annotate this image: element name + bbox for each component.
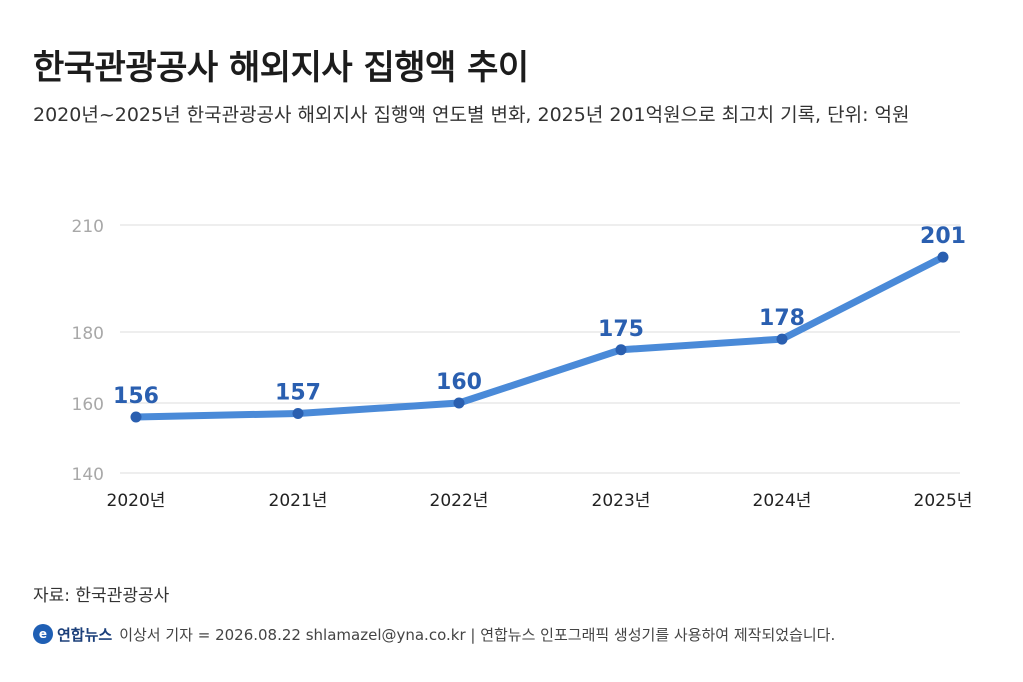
y-tick-label: 160 <box>72 395 104 415</box>
x-tick-label: 2025년 <box>914 491 973 511</box>
data-label: 157 <box>275 381 321 406</box>
data-point <box>453 397 465 409</box>
yonhap-logo-icon: e <box>33 624 53 644</box>
data-points <box>130 251 949 423</box>
chart-title: 한국관광공사 해외지사 집행액 추이 <box>33 48 529 88</box>
credit-text: 이상서 기자 = 2026.08.22 shlamazel@yna.co.kr … <box>119 625 836 644</box>
data-point <box>615 344 627 356</box>
chart-subtitle: 2020년~2025년 한국관광공사 해외지사 집행액 연도별 변화, 2025… <box>33 104 910 126</box>
data-label: 175 <box>598 317 644 342</box>
brand-name: 연합뉴스 <box>57 625 113 644</box>
data-point <box>130 411 142 423</box>
x-tick-label: 2021년 <box>269 491 328 511</box>
data-label: 160 <box>436 370 482 395</box>
data-labels: 156 157 160 175 178 201 <box>113 224 966 409</box>
x-tick-label: 2023년 <box>592 491 651 511</box>
series-line <box>132 253 947 421</box>
source-note: 자료: 한국관광공사 <box>33 586 170 606</box>
footer-credit: e 연합뉴스 이상서 기자 = 2026.08.22 shlamazel@yna… <box>33 622 835 646</box>
data-label: 156 <box>113 384 159 409</box>
grid-lines <box>120 224 960 474</box>
data-label: 178 <box>759 306 805 331</box>
x-tick-label: 2020년 <box>107 491 166 511</box>
y-tick-label: 180 <box>72 324 104 344</box>
x-tick-label: 2024년 <box>753 491 812 511</box>
y-tick-label: 140 <box>72 465 104 485</box>
x-axis-ticks: 2020년 2021년 2022년 2023년 2024년 2025년 <box>107 491 973 511</box>
data-point <box>937 251 949 263</box>
data-label: 201 <box>920 224 966 249</box>
series-line-group <box>132 253 947 421</box>
x-tick-label: 2022년 <box>430 491 489 511</box>
data-point <box>776 333 788 345</box>
y-axis-ticks: 140 160 180 210 <box>72 217 104 485</box>
data-point <box>292 408 304 419</box>
y-tick-label: 210 <box>72 217 104 237</box>
